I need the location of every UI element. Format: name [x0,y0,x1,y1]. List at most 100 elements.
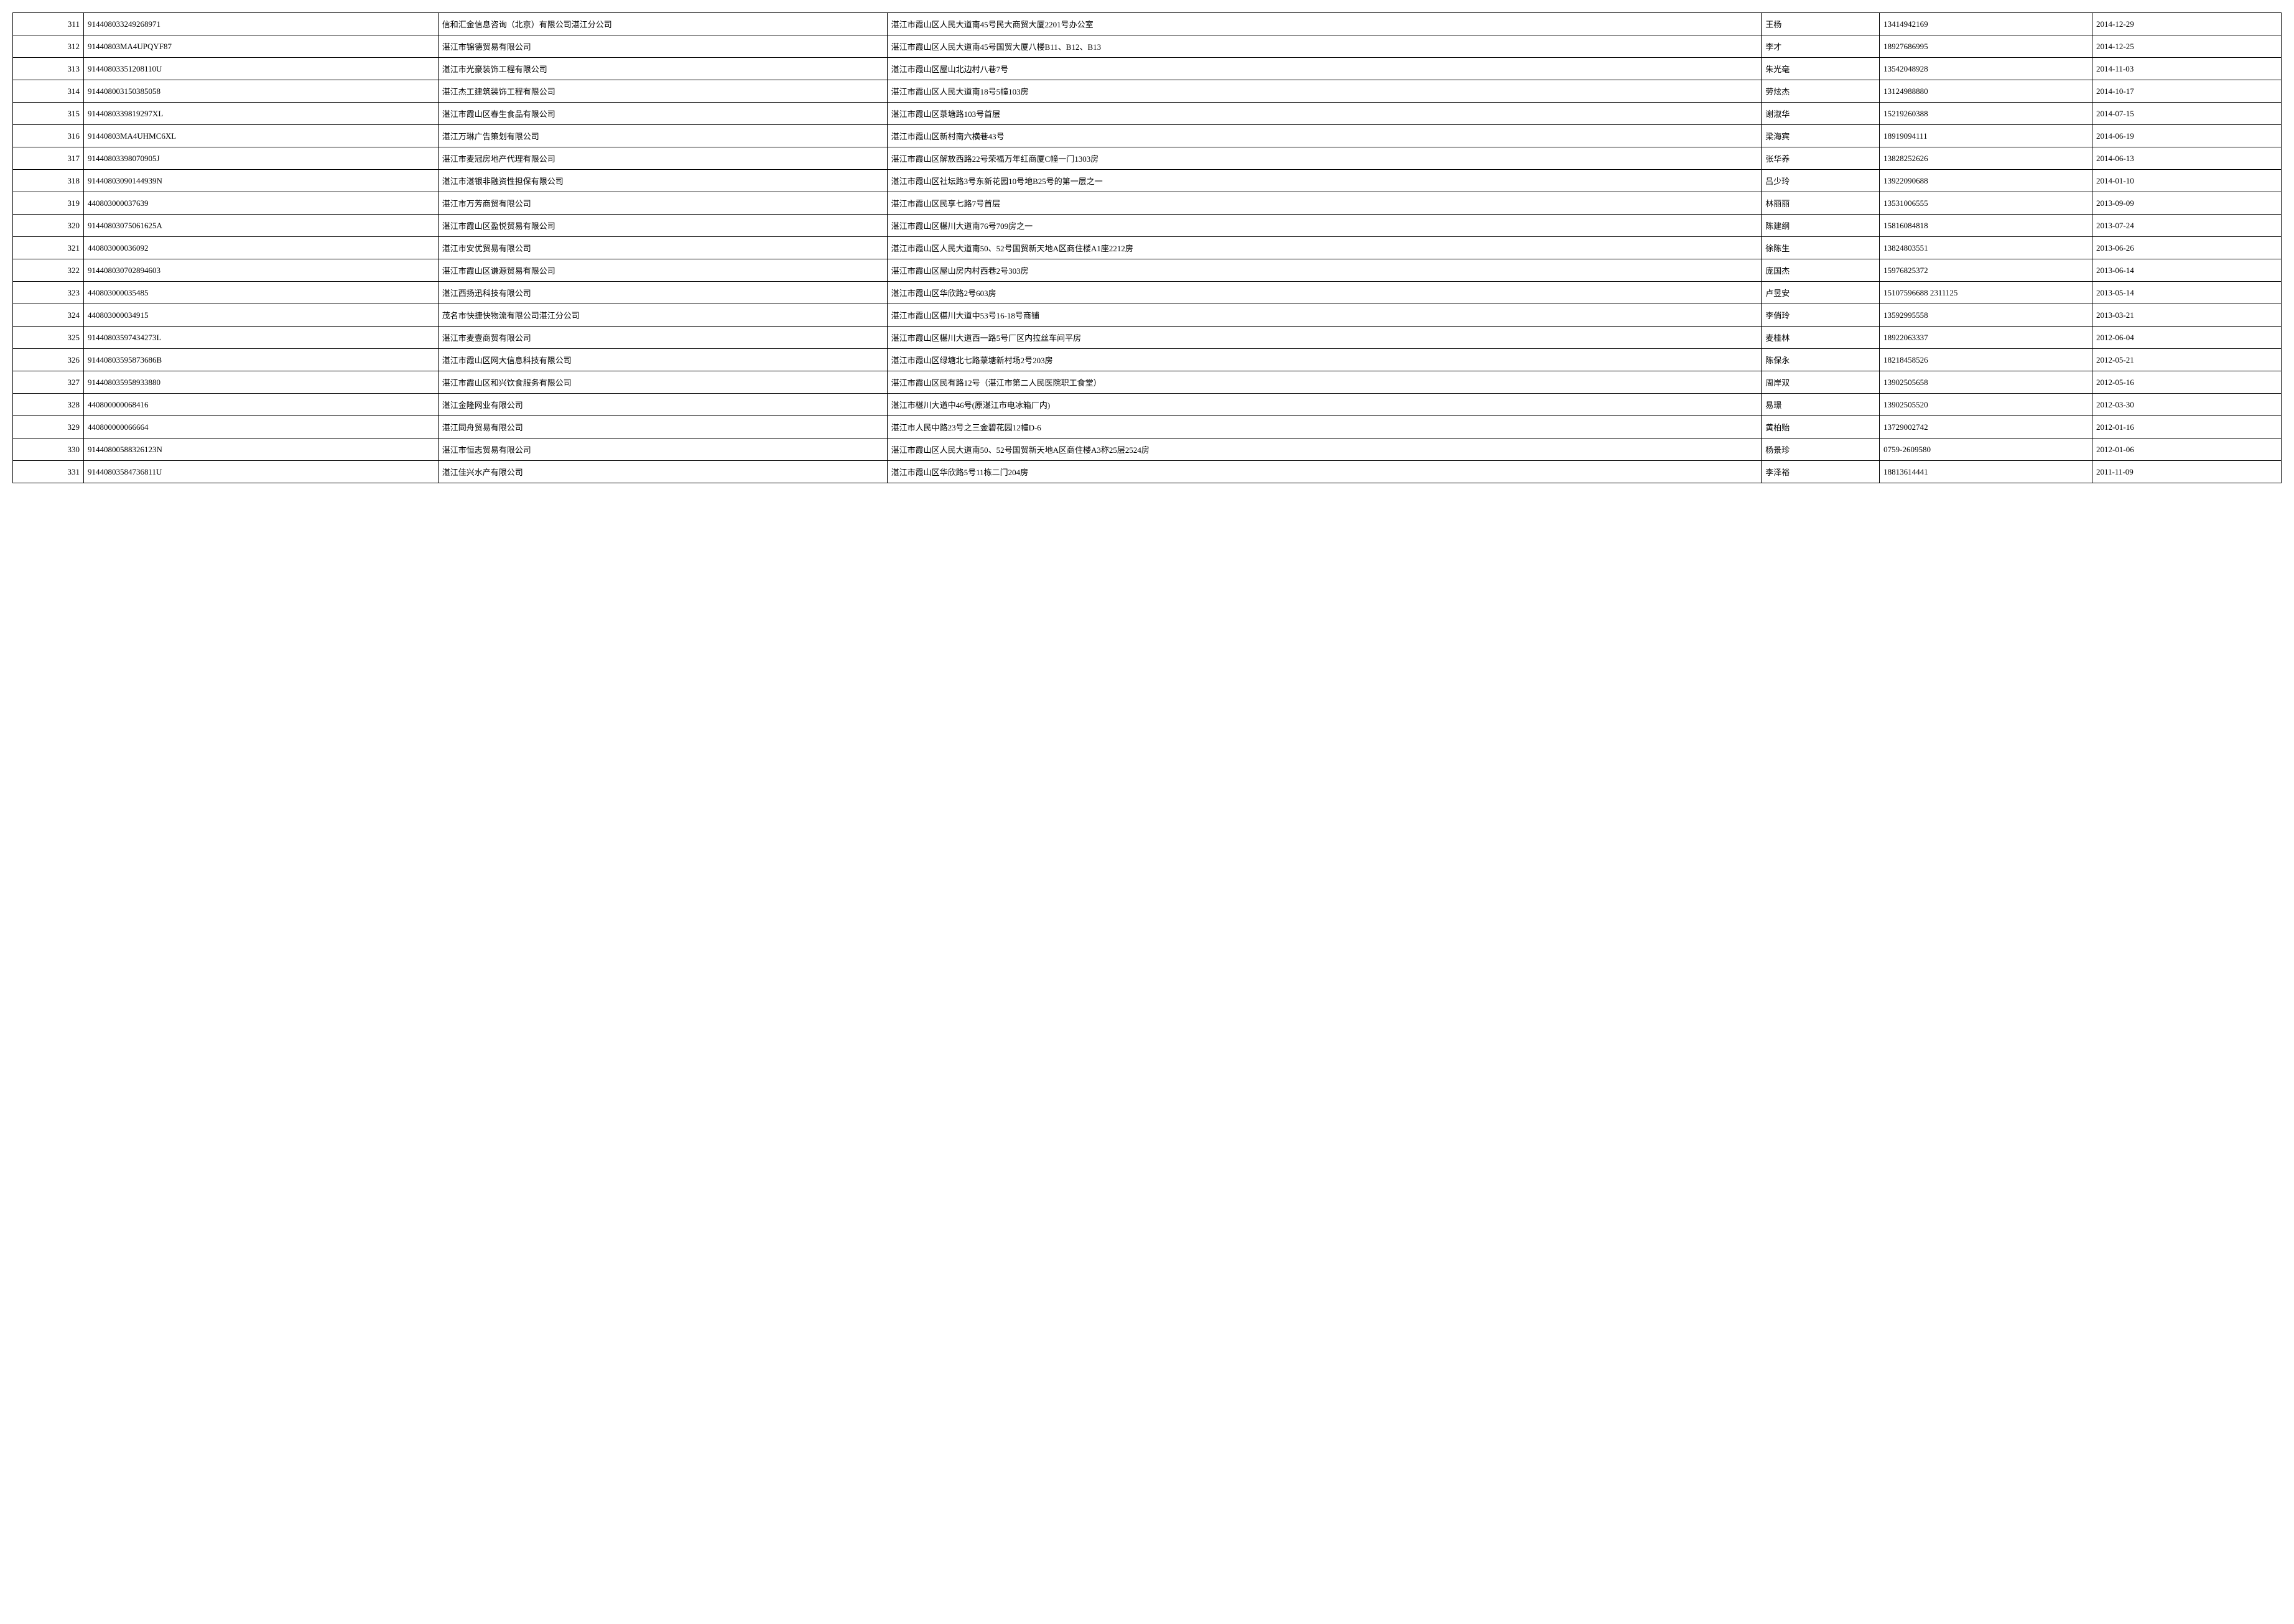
cell-code: 440803000036092 [83,237,438,259]
cell-address: 湛江市霞山区菉塘路103号首层 [887,103,1762,125]
cell-person: 谢淑华 [1762,103,1880,125]
table-row: 33091440800588326123N湛江市恒志贸易有限公司湛江市霞山区人民… [13,438,2282,461]
cell-seq: 314 [13,80,84,103]
cell-date: 2014-01-10 [2092,170,2282,192]
cell-address: 湛江市霞山区人民大道南50、52号国贸新天地A区商住楼A3称25层2524房 [887,438,1762,461]
cell-seq: 322 [13,259,84,282]
cell-code: 91440803584736811U [83,461,438,483]
cell-date: 2014-10-17 [2092,80,2282,103]
cell-person: 易璟 [1762,394,1880,416]
cell-person: 卢昱安 [1762,282,1880,304]
cell-company: 湛江同舟贸易有限公司 [438,416,887,438]
cell-phone: 18813614441 [1880,461,2092,483]
cell-company: 湛江万琳广告策划有限公司 [438,125,887,147]
cell-person: 张华养 [1762,147,1880,170]
cell-code: 91440800588326123N [83,438,438,461]
cell-person: 林丽丽 [1762,192,1880,215]
table-row: 328440800000068416湛江金隆网业有限公司湛江市椹川大道中46号(… [13,394,2282,416]
cell-date: 2012-06-04 [2092,327,2282,349]
cell-seq: 324 [13,304,84,327]
cell-address: 湛江市霞山区人民大道南18号5幢103房 [887,80,1762,103]
cell-phone: 13414942169 [1880,13,2092,35]
cell-phone: 13542048928 [1880,58,2092,80]
cell-seq: 316 [13,125,84,147]
cell-company: 湛江市湛银非融资性担保有限公司 [438,170,887,192]
cell-person: 徐陈生 [1762,237,1880,259]
cell-code: 91440803MA4UHMC6XL [83,125,438,147]
cell-seq: 312 [13,35,84,58]
cell-code: 914408033249268971 [83,13,438,35]
cell-code: 91440803595873686B [83,349,438,371]
cell-company: 湛江市霞山区网大信息科技有限公司 [438,349,887,371]
cell-phone: 13902505520 [1880,394,2092,416]
table-row: 323440803000035485湛江西扬迅科技有限公司湛江市霞山区华欣路2号… [13,282,2282,304]
cell-person: 陈保永 [1762,349,1880,371]
cell-code: 91440803090144939N [83,170,438,192]
cell-address: 湛江市霞山区人民大道南50、52号国贸新天地A区商住楼A1座2212房 [887,237,1762,259]
cell-date: 2012-01-06 [2092,438,2282,461]
cell-company: 湛江市霞山区春生食品有限公司 [438,103,887,125]
table-row: 319440803000037639湛江市万芳商贸有限公司湛江市霞山区民享七路7… [13,192,2282,215]
cell-company: 湛江市安优贸易有限公司 [438,237,887,259]
table-row: 32691440803595873686B湛江市霞山区网大信息科技有限公司湛江市… [13,349,2282,371]
cell-phone: 15976825372 [1880,259,2092,282]
cell-phone: 18919094111 [1880,125,2092,147]
cell-address: 湛江市霞山区椹川大道南76号709房之一 [887,215,1762,237]
cell-company: 湛江市霞山区盈悦贸易有限公司 [438,215,887,237]
cell-seq: 329 [13,416,84,438]
cell-date: 2014-12-29 [2092,13,2282,35]
cell-seq: 317 [13,147,84,170]
cell-date: 2014-12-25 [2092,35,2282,58]
cell-date: 2013-06-14 [2092,259,2282,282]
table-row: 329440800000066664湛江同舟贸易有限公司湛江市人民中路23号之三… [13,416,2282,438]
cell-seq: 321 [13,237,84,259]
cell-phone: 15107596688 2311125 [1880,282,2092,304]
cell-date: 2012-05-16 [2092,371,2282,394]
cell-address: 湛江市霞山区屋山房内村西巷2号303房 [887,259,1762,282]
cell-code: 440800000066664 [83,416,438,438]
cell-date: 2014-06-13 [2092,147,2282,170]
cell-seq: 315 [13,103,84,125]
cell-phone: 13592995558 [1880,304,2092,327]
cell-person: 朱光毫 [1762,58,1880,80]
cell-code: 91440803351208110U [83,58,438,80]
cell-date: 2013-03-21 [2092,304,2282,327]
cell-date: 2011-11-09 [2092,461,2282,483]
cell-person: 麦桂林 [1762,327,1880,349]
cell-code: 9144080339819297XL [83,103,438,125]
cell-date: 2014-06-19 [2092,125,2282,147]
cell-address: 湛江市霞山区华欣路5号11栋二门204房 [887,461,1762,483]
cell-company: 湛江市光豪装饰工程有限公司 [438,58,887,80]
table-row: 32091440803075061625A湛江市霞山区盈悦贸易有限公司湛江市霞山… [13,215,2282,237]
cell-code: 91440803597434273L [83,327,438,349]
cell-address: 湛江市人民中路23号之三金碧花园12幢D-6 [887,416,1762,438]
cell-date: 2014-07-15 [2092,103,2282,125]
cell-code: 914408003150385058 [83,80,438,103]
cell-address: 湛江市霞山区华欣路2号603房 [887,282,1762,304]
cell-address: 湛江市霞山区新村南六横巷43号 [887,125,1762,147]
cell-date: 2014-11-03 [2092,58,2282,80]
cell-person: 杨景珍 [1762,438,1880,461]
cell-phone: 13902505658 [1880,371,2092,394]
cell-person: 庞国杰 [1762,259,1880,282]
cell-date: 2013-05-14 [2092,282,2282,304]
cell-address: 湛江市霞山区人民大道南45号民大商贸大厦2201号办公室 [887,13,1762,35]
cell-company: 湛江市恒志贸易有限公司 [438,438,887,461]
cell-date: 2012-05-21 [2092,349,2282,371]
cell-phone: 15816084818 [1880,215,2092,237]
cell-phone: 13531006555 [1880,192,2092,215]
table-row: 31691440803MA4UHMC6XL湛江万琳广告策划有限公司湛江市霞山区新… [13,125,2282,147]
cell-address: 湛江市霞山区椹川大道中53号16-18号商铺 [887,304,1762,327]
cell-date: 2013-06-26 [2092,237,2282,259]
cell-seq: 311 [13,13,84,35]
cell-address: 湛江市霞山区民享七路7号首层 [887,192,1762,215]
cell-code: 440800000068416 [83,394,438,416]
table-row: 322914408030702894603湛江市霞山区谦源贸易有限公司湛江市霞山… [13,259,2282,282]
cell-code: 440803000035485 [83,282,438,304]
cell-seq: 330 [13,438,84,461]
cell-company: 信和汇金信息咨询（北京）有限公司湛江分公司 [438,13,887,35]
cell-company: 湛江市万芳商贸有限公司 [438,192,887,215]
cell-code: 914408035958933880 [83,371,438,394]
cell-seq: 323 [13,282,84,304]
cell-address: 湛江市霞山区屋山北边村八巷7号 [887,58,1762,80]
